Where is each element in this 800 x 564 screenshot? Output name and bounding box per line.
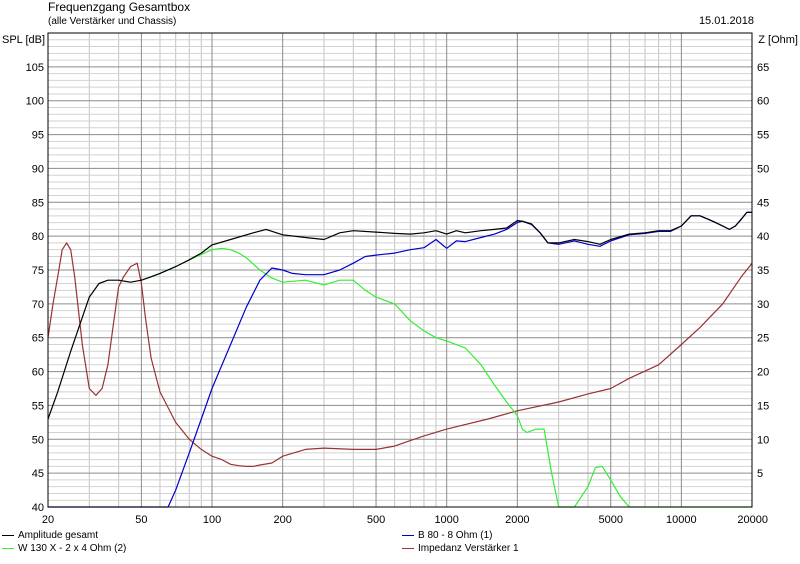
- y-tick-label-left: 95: [32, 130, 44, 142]
- legend-label: Amplitude gesamt: [18, 530, 99, 541]
- y-axis-right-ticks: 5 10 15 20 25 30 35 40 45 50 55 60 65: [757, 62, 769, 480]
- legend-item-b80: B 80 - 8 Ohm (1): [402, 530, 492, 542]
- plot-frame: [47, 32, 753, 508]
- chart-title: Frequenzgang Gesamtbox: [48, 0, 191, 14]
- y-tick-label-left: 85: [32, 197, 44, 209]
- legend-label: W 130 X - 2 x 4 Ohm (2): [18, 543, 127, 554]
- chart-subtitle: (alle Verstärker und Chassis): [48, 16, 177, 27]
- y-tick-label-left: 40: [32, 502, 44, 514]
- x-axis-ticks: 20 50 100 200 500 1000 2000 5000 10000 20000: [42, 514, 768, 526]
- y-tick-label-right: 30: [757, 299, 769, 311]
- y-tick-label-left: 60: [32, 367, 44, 379]
- y-axis-right-label: Z [Ohm]: [758, 34, 798, 46]
- y-tick-label-left: 100: [26, 96, 44, 108]
- x-tick-label: 2000: [505, 514, 529, 526]
- x-tick-label: 10000: [666, 514, 697, 526]
- y-tick-label-left: 105: [26, 62, 44, 74]
- x-tick-label: 20: [42, 514, 54, 526]
- x-tick-label: 20000: [737, 514, 768, 526]
- series-line-3: [47, 242, 753, 467]
- y-tick-label-left: 65: [32, 333, 44, 345]
- y-tick-label-right: 50: [757, 163, 769, 175]
- y-axis-left-label: SPL [dB]: [2, 34, 45, 46]
- legend-item-impedance: Impedanz Verstärker 1: [402, 543, 519, 555]
- y-tick-label-right: 20: [757, 367, 769, 379]
- y-tick-label-right: 15: [757, 400, 769, 412]
- y-tick-label-right: 40: [757, 231, 769, 243]
- y-tick-label-right: 25: [757, 333, 769, 345]
- x-tick-label: 200: [273, 514, 291, 526]
- y-tick-label-right: 45: [757, 197, 769, 209]
- series-line-2: [141, 247, 752, 508]
- y-tick-label-left: 75: [32, 265, 44, 277]
- y-tick-label-left: 55: [32, 400, 44, 412]
- legend-item-amplitude: Amplitude gesamt: [2, 530, 98, 542]
- x-tick-label: 100: [203, 514, 221, 526]
- legend-label: B 80 - 8 Ohm (1): [418, 530, 493, 541]
- legend-label: Impedanz Verstärker 1: [418, 543, 519, 554]
- x-tick-label: 1000: [434, 514, 458, 526]
- y-tick-label-left: 50: [32, 434, 44, 446]
- x-tick-label: 50: [135, 514, 147, 526]
- chart-date: 15.01.2018: [698, 15, 754, 27]
- y-tick-label-right: 35: [757, 265, 769, 277]
- y-tick-label-right: 10: [757, 434, 769, 446]
- y-tick-label-right: 65: [757, 62, 769, 74]
- legend-item-w130x: W 130 X - 2 x 4 Ohm (2): [2, 543, 126, 555]
- series-layer: [47, 211, 753, 508]
- series-line-0: [47, 211, 752, 420]
- x-tick-label: 500: [367, 514, 385, 526]
- legend-swatch: [402, 534, 414, 536]
- legend-swatch: [2, 534, 14, 536]
- x-tick-label: 5000: [598, 514, 622, 526]
- y-tick-label-left: 90: [32, 163, 44, 175]
- y-tick-label-right: 55: [757, 130, 769, 142]
- legend-swatch: [402, 547, 414, 549]
- y-tick-label-right: 5: [757, 468, 763, 480]
- y-tick-label-left: 80: [32, 231, 44, 243]
- y-tick-label-left: 70: [32, 299, 44, 311]
- y-axis-left-ticks: 40 45 50 55 60 65 70 75 80 85 90 95 100 105: [26, 62, 44, 514]
- y-tick-label-right: 60: [757, 96, 769, 108]
- legend-swatch: [2, 547, 14, 549]
- y-tick-label-left: 45: [32, 468, 44, 480]
